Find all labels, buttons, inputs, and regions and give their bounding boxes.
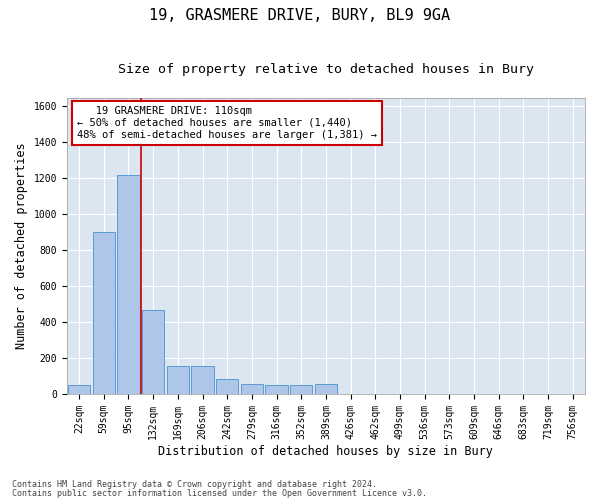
Bar	[142, 310, 164, 394]
Bar	[118, 175, 140, 394]
Bar	[191, 366, 214, 394]
Bar	[315, 384, 337, 394]
Text: 19, GRASMERE DRIVE, BURY, BL9 9GA: 19, GRASMERE DRIVE, BURY, BL9 9GA	[149, 8, 451, 22]
Bar	[241, 384, 263, 394]
Bar	[265, 385, 287, 394]
X-axis label: Distribution of detached houses by size in Bury: Distribution of detached houses by size …	[158, 444, 493, 458]
Title: Size of property relative to detached houses in Bury: Size of property relative to detached ho…	[118, 62, 534, 76]
Text: 19 GRASMERE DRIVE: 110sqm   
← 50% of detached houses are smaller (1,440)
48% of: 19 GRASMERE DRIVE: 110sqm ← 50% of detac…	[77, 106, 377, 140]
Bar	[290, 385, 313, 394]
Text: Contains public sector information licensed under the Open Government Licence v3: Contains public sector information licen…	[12, 488, 427, 498]
Bar	[167, 366, 189, 394]
Text: Contains HM Land Registry data © Crown copyright and database right 2024.: Contains HM Land Registry data © Crown c…	[12, 480, 377, 489]
Bar	[216, 378, 238, 394]
Y-axis label: Number of detached properties: Number of detached properties	[15, 142, 28, 349]
Bar	[68, 385, 90, 394]
Bar	[92, 232, 115, 394]
